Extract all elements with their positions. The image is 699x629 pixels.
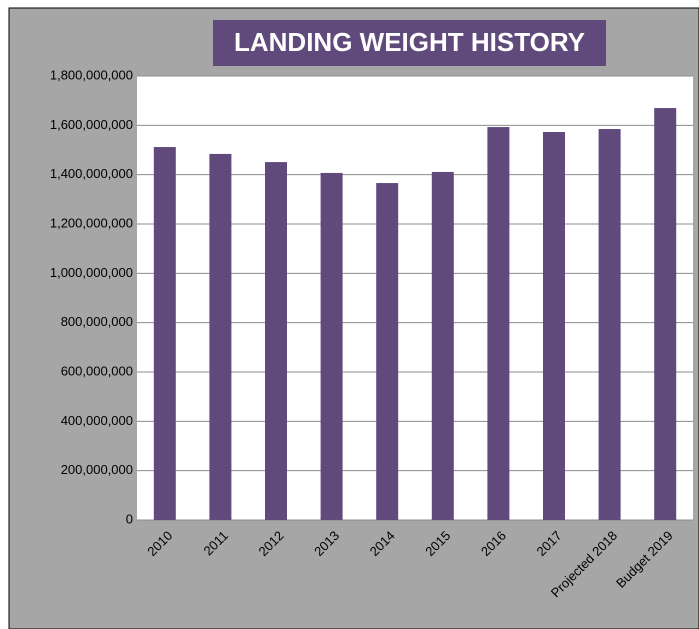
y-tick-label: 1,000,000,000 (50, 265, 133, 280)
y-tick-label: 1,400,000,000 (50, 166, 133, 181)
bar (487, 127, 510, 520)
bar (654, 108, 677, 521)
chart-title: LANDING WEIGHT HISTORY (234, 27, 585, 57)
bar (265, 162, 287, 520)
y-tick-label: 1,600,000,000 (50, 117, 133, 132)
y-tick-label: 400,000,000 (61, 413, 133, 428)
y-tick-label: 1,200,000,000 (50, 215, 133, 230)
bar (209, 153, 232, 521)
y-tick-label: 1,800,000,000 (50, 67, 133, 82)
bar (320, 172, 343, 520)
bar (376, 183, 399, 520)
y-tick-label: 0 (126, 511, 133, 526)
bar (543, 131, 565, 520)
bar (598, 129, 621, 521)
y-tick-label: 800,000,000 (61, 314, 133, 329)
bar (153, 147, 176, 521)
y-tick-label: 600,000,000 (61, 363, 133, 378)
title-box (213, 20, 606, 66)
y-tick-label: 200,000,000 (61, 462, 133, 477)
bar (431, 171, 454, 520)
